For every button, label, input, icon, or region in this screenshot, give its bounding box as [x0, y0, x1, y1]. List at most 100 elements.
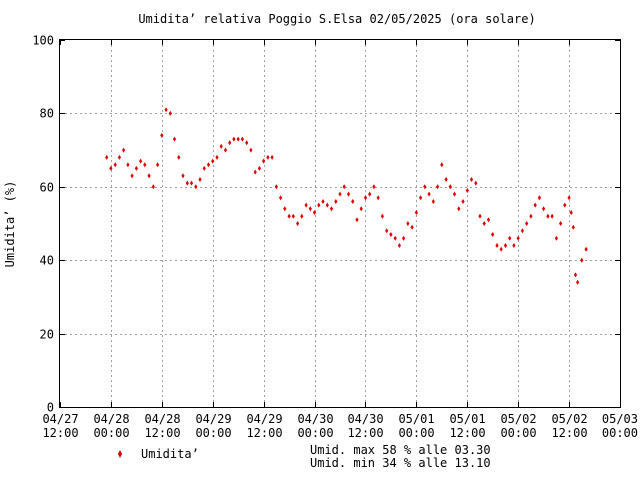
legend: Umidita’	[118, 447, 199, 461]
data-point	[537, 195, 541, 201]
data-point	[312, 210, 317, 215]
x-tick-time-label: 12:00	[551, 426, 587, 440]
data-point	[542, 206, 546, 212]
data-point	[283, 206, 287, 212]
data-point	[274, 184, 278, 190]
data-point	[478, 213, 482, 219]
data-point	[329, 206, 334, 212]
x-tick-date-label: 04/27	[42, 412, 78, 426]
x-tick-time-label: 00:00	[297, 426, 333, 440]
data-point	[385, 228, 389, 234]
data-point	[495, 243, 499, 248]
data-point	[482, 221, 486, 226]
data-point	[105, 154, 109, 160]
data-point	[533, 202, 537, 208]
data-point	[160, 132, 164, 138]
x-tick-time-label: 00:00	[602, 426, 638, 440]
data-point	[465, 188, 469, 193]
data-point	[147, 173, 151, 179]
data-point	[461, 199, 465, 204]
x-tick-time-label: 12:00	[144, 426, 180, 440]
data-point	[444, 177, 448, 182]
data-point	[308, 206, 312, 212]
data-point	[215, 154, 219, 160]
data-point	[177, 154, 181, 160]
data-point	[122, 147, 126, 153]
x-tick-date-label: 04/28	[144, 412, 180, 426]
min-annotation: Umid. min 34 % alle 13.10	[310, 456, 491, 470]
data-point	[189, 180, 194, 186]
x-tick-time-label: 12:00	[449, 426, 485, 440]
y-tick-label: 80	[40, 107, 54, 121]
axis-ticks: 02040608010004/2712:0004/2800:0004/2812:…	[32, 34, 638, 441]
data-point	[569, 210, 573, 215]
data-point	[228, 140, 232, 146]
data-point	[508, 235, 512, 241]
y-tick-label: 100	[32, 34, 54, 48]
data-point	[436, 184, 440, 190]
data-point	[346, 191, 351, 197]
data-point	[245, 140, 249, 146]
data-point	[300, 213, 304, 219]
data-point	[168, 110, 172, 116]
data-point	[529, 213, 533, 219]
data-points	[105, 107, 588, 285]
data-point	[351, 199, 355, 204]
x-tick-date-label: 04/29	[246, 412, 282, 426]
data-point	[457, 206, 461, 212]
data-point	[321, 199, 325, 204]
data-point	[156, 162, 160, 168]
data-point	[185, 180, 189, 186]
data-point	[219, 143, 223, 149]
data-point	[130, 173, 134, 179]
data-point	[576, 279, 580, 285]
data-point	[372, 184, 376, 190]
x-tick-date-label: 05/01	[449, 412, 485, 426]
data-point	[109, 165, 113, 171]
data-point	[559, 221, 563, 226]
data-point	[397, 243, 401, 248]
x-tick-time-label: 00:00	[195, 426, 231, 440]
data-point	[393, 235, 397, 241]
legend-label: Umidita’	[141, 447, 199, 461]
x-tick-time-label: 12:00	[42, 426, 78, 440]
data-point	[380, 213, 384, 219]
data-point	[317, 202, 321, 208]
data-point	[143, 162, 147, 168]
data-point	[202, 165, 206, 171]
data-point	[389, 232, 393, 237]
data-point	[406, 221, 410, 226]
data-point	[448, 184, 452, 190]
data-point	[491, 232, 495, 237]
data-point	[338, 191, 342, 197]
data-point	[325, 202, 329, 208]
data-point	[296, 221, 300, 226]
data-point	[516, 235, 520, 241]
data-point	[363, 195, 368, 201]
y-axis-label: Umidita’ (%)	[3, 181, 17, 268]
x-tick-date-label: 05/03	[602, 412, 638, 426]
data-point	[253, 169, 257, 175]
data-point	[440, 162, 444, 168]
data-point	[211, 158, 215, 164]
legend-marker	[118, 450, 122, 458]
data-point	[402, 235, 406, 241]
data-point	[469, 177, 474, 182]
data-point	[240, 136, 244, 142]
x-tick-time-label: 00:00	[500, 426, 536, 440]
data-point	[232, 136, 236, 142]
data-point	[512, 243, 516, 248]
y-tick-label: 20	[40, 328, 54, 342]
x-tick-time-label: 00:00	[93, 426, 129, 440]
data-point	[266, 154, 270, 160]
data-point	[355, 217, 359, 223]
data-point	[139, 158, 143, 164]
x-tick-date-label: 05/02	[500, 412, 536, 426]
data-point	[474, 180, 478, 186]
chart-title: Umidita’ relativa Poggio S.Elsa 02/05/20…	[138, 12, 535, 26]
data-point	[573, 272, 578, 278]
data-point	[164, 107, 168, 113]
data-point	[287, 213, 291, 219]
data-point	[304, 202, 308, 208]
data-point	[580, 257, 584, 263]
